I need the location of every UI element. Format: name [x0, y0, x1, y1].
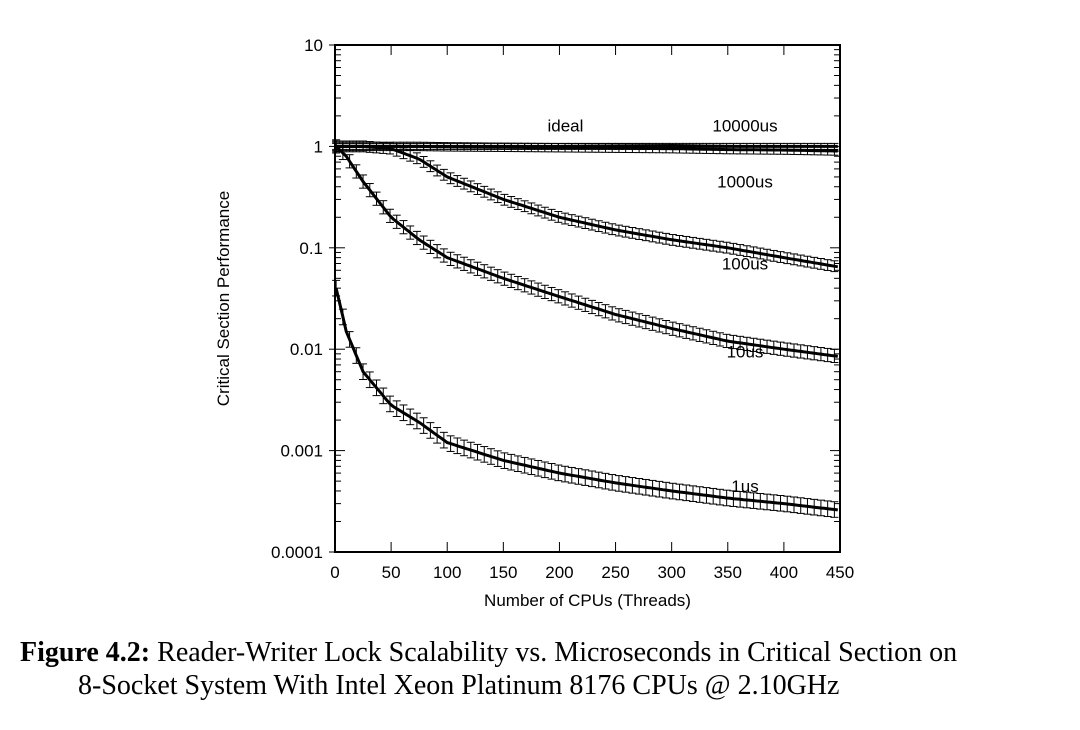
series-annotation: 100us: [722, 255, 768, 274]
x-tick-label: 450: [826, 563, 854, 582]
series-annotation: ideal: [547, 117, 583, 136]
x-axis-label: Number of CPUs (Threads): [484, 591, 691, 610]
chart-canvas: 0 50 100 150 200 250 300 350 400 450 0.0001 0.001 0.…: [214, 36, 854, 610]
series-group: [332, 139, 839, 518]
figure-label: Figure 4.2:: [20, 637, 151, 668]
x-tick-label: 100: [433, 563, 461, 582]
series-line-10000us: [336, 144, 838, 153]
series-annotation: 1us: [731, 477, 758, 496]
x-tick-label: 350: [714, 563, 742, 582]
x-tick-label: 150: [489, 563, 517, 582]
x-tick-label: 300: [657, 563, 685, 582]
y-axis-label: Critical Section Performance: [214, 191, 233, 406]
y-tick-label: 1: [314, 137, 323, 156]
y-tick-label: 10: [304, 36, 323, 55]
plot-frame: [334, 44, 841, 553]
figure-caption: Figure 4.2: Reader-Writer Lock Scalabili…: [20, 636, 1070, 702]
x-tick-label: 0: [330, 563, 339, 582]
caption-line-2: 8-Socket System With Intel Xeon Platinum…: [78, 670, 840, 701]
x-tick-label: 200: [545, 563, 573, 582]
series-line-10us: [334, 287, 838, 512]
series-line-100us: [335, 145, 839, 358]
y-tick-label: 0.1: [299, 239, 323, 258]
x-tick-label: 400: [770, 563, 798, 582]
x-tick-label: 50: [382, 563, 401, 582]
series-annotation: 10us: [727, 342, 764, 361]
y-tick-label: 0.001: [280, 442, 323, 461]
y-tick-label: 0.0001: [271, 543, 323, 562]
caption-line-1: Reader-Writer Lock Scalability vs. Micro…: [157, 637, 958, 668]
series-annotation: 10000us: [712, 117, 777, 136]
series-annotation: 1000us: [717, 173, 773, 192]
series-line-1000us: [336, 144, 839, 269]
x-tick-label: 250: [601, 563, 629, 582]
y-tick-label: 0.01: [290, 340, 323, 359]
